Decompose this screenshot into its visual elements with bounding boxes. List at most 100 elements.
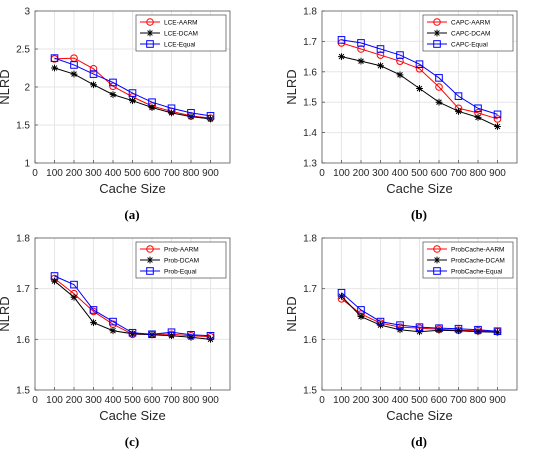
legend-label: ProbCache-Equal — [451, 269, 503, 276]
y-tick-label: 1.3 — [303, 159, 317, 170]
data-point-ProbCache-DCAM — [396, 326, 404, 334]
data-point-ProbCache-Equal — [376, 317, 385, 326]
y-tick-label: 1.5 — [303, 98, 317, 109]
data-point-ProbCache-Equal — [474, 325, 482, 334]
data-point-LCE-DCAM — [168, 109, 175, 117]
data-point-ProbCache-DCAM — [494, 328, 501, 336]
y-axis-label: NLRD — [284, 69, 299, 104]
data-point-CAPC-Equal — [454, 92, 463, 100]
legend-label: ProbCache-DCAM — [451, 258, 505, 265]
data-point-ProbCache-Equal — [357, 306, 365, 314]
y-tick-label: 1 — [24, 159, 30, 170]
data-point-Prob-Equal — [89, 306, 98, 314]
y-tick-label: 1.7 — [303, 37, 317, 48]
x-tick-label: 500 — [124, 395, 141, 406]
y-tick-label: 1.6 — [303, 335, 317, 346]
data-point-Prob-Equal — [167, 328, 176, 337]
data-point-CAPC-AARM — [493, 115, 502, 123]
data-point-ProbCache-Equal — [493, 327, 502, 336]
data-point-Prob-DCAM — [148, 331, 156, 339]
x-tick-label: 0 — [32, 395, 38, 406]
y-tick-label: 2.5 — [16, 45, 30, 56]
y-tick-label: 1.5 — [16, 121, 30, 132]
data-point-CAPC-DCAM — [435, 98, 443, 106]
series-line-CAPC-AARM — [341, 42, 498, 120]
legend-label: CAPC-AARM — [451, 20, 490, 27]
y-axis-label: NLRD — [284, 296, 299, 331]
chart-panel-3: 0 100 200 300 400 500 600 700 800 900 1.5 1.6 1.7 1.8… — [0, 234, 231, 449]
data-point-ProbCache-Equal — [454, 324, 463, 333]
data-point-LCE-Equal — [50, 54, 59, 62]
chart-panel-1: 0 100 200 300 400 500 600 700 800 900 1 1.5 2 2.5 3 Cac… — [0, 7, 231, 222]
y-axis-label: NLRD — [0, 69, 12, 104]
data-point-Prob-Equal — [148, 330, 156, 339]
x-tick-label: 600 — [144, 395, 161, 406]
legend-label: ProbCache-AARM — [451, 247, 504, 254]
data-point-CAPC-Equal — [376, 45, 385, 53]
x-tick-label: 500 — [124, 168, 141, 179]
x-tick-label: 600 — [431, 395, 448, 406]
y-tick-label: 1.8 — [303, 234, 317, 245]
x-tick-label: 700 — [450, 395, 467, 406]
series-line-ProbCache-AARM — [341, 298, 498, 333]
data-point-CAPC-Equal — [415, 60, 424, 69]
data-point-CAPC-DCAM — [357, 57, 365, 65]
x-tick-label: 900 — [202, 168, 219, 179]
data-point-Prob-Equal — [128, 328, 137, 337]
x-tick-label: 800 — [183, 168, 200, 179]
data-point-ProbCache-Equal — [396, 321, 404, 329]
legend-label: LCE-DCAM — [164, 31, 198, 38]
data-point-ProbCache-Equal — [415, 323, 424, 331]
data-point-CAPC-AARM — [357, 45, 365, 53]
y-tick-label: 1.8 — [16, 234, 30, 245]
data-point-CAPC-DCAM — [338, 53, 345, 60]
data-point-ProbCache-Equal — [337, 288, 346, 297]
data-point-ProbCache-DCAM — [416, 328, 423, 336]
x-tick-label: 300 — [372, 168, 389, 179]
y-tick-label: 1.7 — [16, 284, 30, 295]
legend-marker — [146, 40, 154, 48]
data-point-CAPC-Equal — [337, 36, 346, 44]
data-point-LCE-Equal — [109, 78, 117, 87]
data-point-Prob-Equal — [70, 280, 78, 289]
series-line-CAPC-Equal — [341, 39, 498, 115]
y-tick-label: 1.8 — [303, 7, 317, 18]
data-point-LCE-Equal — [187, 109, 195, 117]
data-point-ProbCache-DCAM — [435, 326, 443, 334]
data-point-CAPC-DCAM — [396, 71, 404, 79]
data-point-LCE-Equal — [128, 89, 137, 97]
data-point-LCE-DCAM — [109, 91, 117, 98]
legend-marker — [433, 245, 441, 253]
x-tick-label: 800 — [470, 395, 487, 406]
data-point-Prob-DCAM — [109, 327, 117, 335]
x-tick-label: 400 — [105, 168, 122, 179]
x-tick-label: 500 — [411, 168, 428, 179]
y-tick-label: 3 — [24, 7, 30, 18]
x-tick-label: 200 — [353, 168, 370, 179]
x-tick-label: 600 — [144, 168, 161, 179]
data-point-LCE-Equal — [206, 112, 215, 120]
data-point-ProbCache-Equal — [435, 324, 443, 332]
data-point-Prob-DCAM — [187, 333, 195, 341]
x-tick-label: 900 — [489, 168, 506, 179]
data-point-CAPC-DCAM — [416, 85, 423, 92]
data-point-LCE-DCAM — [90, 81, 97, 89]
data-point-CAPC-AARM — [435, 83, 443, 91]
data-point-CAPC-DCAM — [494, 123, 501, 130]
x-tick-label: 0 — [319, 168, 325, 179]
data-point-CAPC-Equal — [396, 51, 404, 59]
legend-marker — [433, 18, 441, 26]
legend-label: CAPC-Equal — [451, 42, 488, 49]
x-axis-label: Cache Size — [386, 181, 452, 196]
data-point-CAPC-DCAM — [474, 114, 482, 121]
data-point-CAPC-DCAM — [455, 107, 462, 115]
legend: CAPC-AARM CAPC-DCAM CAPC-Equal — [422, 14, 514, 52]
x-axis-label: Cache Size — [99, 408, 165, 423]
series-line-LCE-Equal — [54, 57, 211, 117]
data-point-CAPC-Equal — [474, 104, 482, 113]
chart-panel-4: 0 100 200 300 400 500 600 700 800 900 1.5 1.6 1.7 1.8… — [284, 234, 518, 449]
x-tick-label: 200 — [66, 395, 83, 406]
panel-label: (c) — [125, 434, 139, 449]
data-point-CAPC-Equal — [357, 39, 365, 47]
